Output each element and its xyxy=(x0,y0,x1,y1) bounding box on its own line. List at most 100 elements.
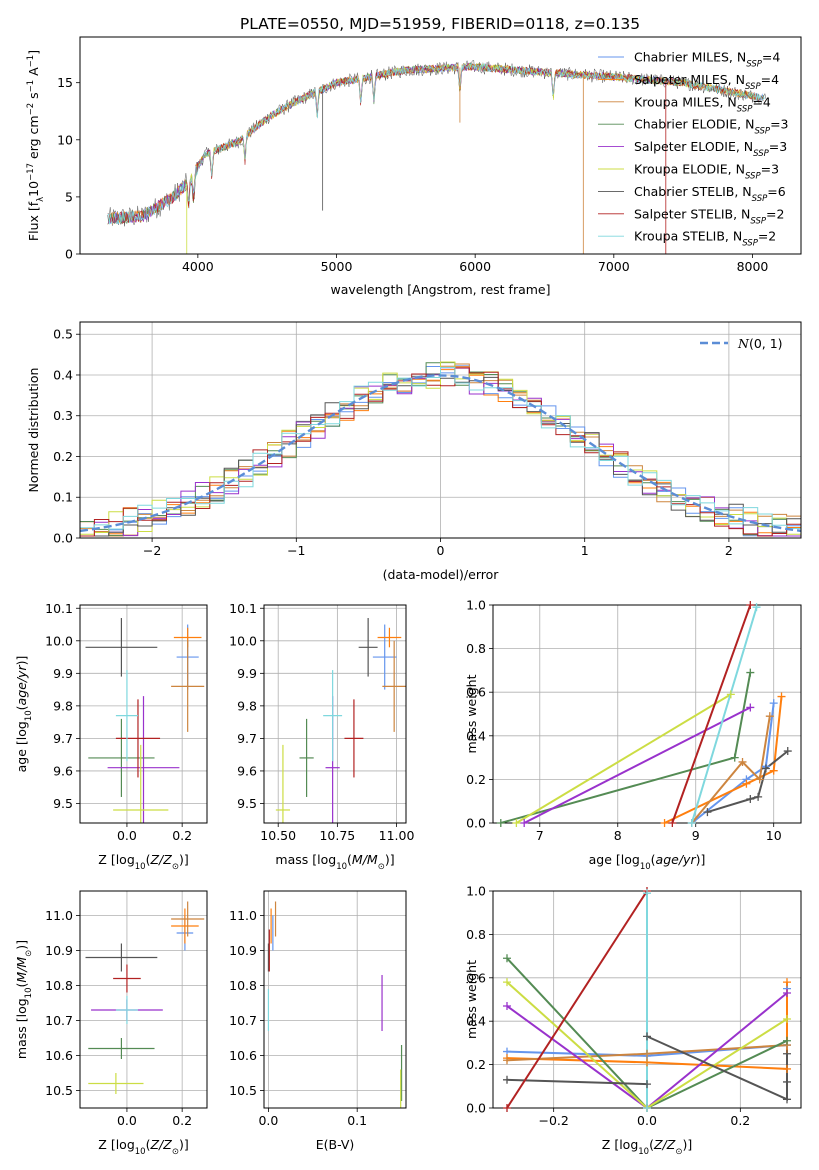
axes-frame xyxy=(263,604,407,824)
y-tick-label: 9.7 xyxy=(53,731,73,746)
weight-marker xyxy=(746,668,755,677)
weight-marker xyxy=(660,819,669,827)
panel-massweight_vs_Z: −0.2 0.0 0.2 0.0 0.2 0.4 0.6 0.8 1.0 Z [log10(Z/Z… xyxy=(464,884,802,1157)
plot-area-spectrum xyxy=(107,59,767,254)
y-tick-label: 10.9 xyxy=(45,943,73,958)
y-tick-label: 0.4 xyxy=(466,1014,486,1029)
residual-histogram xyxy=(80,365,801,537)
weight-marker xyxy=(687,819,696,827)
weight-marker xyxy=(668,819,677,827)
y-tick-label: 0.8 xyxy=(466,641,486,656)
plot-area-age_vs_Z xyxy=(85,618,205,823)
axes-frame xyxy=(263,890,407,1109)
weight-marker xyxy=(783,1064,791,1073)
x-tick-label: 0 xyxy=(437,543,445,558)
x-tick-label: 0.2 xyxy=(730,1113,750,1128)
x-tick-label: 4000 xyxy=(182,259,214,274)
y-tick-label: 1.0 xyxy=(466,884,486,899)
weight-marker xyxy=(503,954,511,963)
x-tick-label: 0.0 xyxy=(117,1113,137,1128)
x-tick-label: −0.2 xyxy=(538,1113,568,1128)
legend-entry: Kroupa STELIB, NSSP=2 xyxy=(634,229,776,249)
panel-residuals: −2 −1 0 1 2 0.0 0.1 0.2 0.3 0.4 0.5 N(0, 1) (data-mo… xyxy=(26,321,802,582)
weight-marker xyxy=(783,1036,791,1045)
legend-entry: Salpeter ELODIE, NSSP=3 xyxy=(634,139,787,159)
legend-entry: Salpeter MILES, NSSP=4 xyxy=(634,72,779,92)
y-tick-label: 0 xyxy=(65,247,73,262)
y-tick-label: 0.2 xyxy=(53,449,73,464)
weight-marker xyxy=(783,978,791,987)
x-axis-label: mass [log10(M/M⊙)] xyxy=(275,852,394,872)
weight-marker xyxy=(512,819,521,827)
y-tick-label: 11.0 xyxy=(45,908,73,923)
x-tick-label: 0.2 xyxy=(172,828,192,843)
x-tick-label: 0.2 xyxy=(172,1113,192,1128)
legend-entry: N(0, 1) xyxy=(737,336,783,351)
weight-marker xyxy=(643,1080,651,1089)
y-tick-label: 10.0 xyxy=(229,633,257,648)
axes-frame xyxy=(79,604,208,824)
y-tick-label: 10.8 xyxy=(229,978,257,993)
x-tick-label: 5000 xyxy=(321,259,353,274)
weight-marker xyxy=(520,819,529,827)
x-tick-label: 8 xyxy=(614,828,622,843)
y-tick-label: 10.7 xyxy=(229,1013,257,1028)
plot-area-age_vs_mass xyxy=(275,618,406,823)
y-tick-label: 0.0 xyxy=(53,531,73,546)
y-tick-label: 0.3 xyxy=(53,408,73,423)
x-axis-label: Z [log10(Z/Z⊙)] xyxy=(98,852,188,872)
y-tick-label: 10.1 xyxy=(229,601,257,616)
figure-title: PLATE=0550, MJD=51959, FIBERID=0118, z=0… xyxy=(240,15,640,33)
weight-marker xyxy=(755,775,764,784)
x-tick-label: 8000 xyxy=(737,259,769,274)
weight-series-line xyxy=(671,605,752,823)
legend-entry: Chabrier MILES, NSSP=4 xyxy=(634,50,780,70)
x-tick-label: 0.0 xyxy=(637,1113,657,1128)
residual-histogram xyxy=(80,367,801,530)
y-tick-label: 10.5 xyxy=(45,1083,73,1098)
weight-series-line xyxy=(515,693,732,823)
x-tick-label: −1 xyxy=(287,543,305,558)
x-axis-label: (data-model)/error xyxy=(383,567,500,582)
y-tick-label: 0.6 xyxy=(466,685,486,700)
y-axis-label: Flux [fλ10−17 erg cm−2 s−1 A−1] xyxy=(26,50,46,241)
plot-area-massweight_vs_Z xyxy=(506,891,788,1108)
weight-marker xyxy=(643,889,651,898)
x-tick-label: 1 xyxy=(581,543,589,558)
weight-marker xyxy=(496,819,505,827)
weight-marker xyxy=(503,978,511,987)
y-tick-label: 9.9 xyxy=(237,666,257,681)
weight-marker xyxy=(503,1056,511,1065)
y-axis-label: mass weight xyxy=(464,960,479,1039)
panel-mass_vs_ebv: 0.0 0.1 10.5 10.6 10.7 10.8 10.9 11.0 E(B-V) xyxy=(229,890,407,1152)
legend-entry: Chabrier STELIB, NSSP=6 xyxy=(634,184,786,204)
axes-frame xyxy=(79,890,208,1109)
y-tick-label: 9.5 xyxy=(237,796,257,811)
weight-marker xyxy=(746,601,755,609)
y-axis-label: mass [log10(M/M⊙)] xyxy=(14,940,34,1059)
y-tick-label: 0.4 xyxy=(53,367,73,382)
weight-series-line xyxy=(523,706,751,823)
panel-age_vs_Z: 0.0 0.2 9.5 9.6 9.7 9.8 9.9 10.0 10.1 Z [log10(Z/… xyxy=(14,601,208,872)
y-tick-label: 0.1 xyxy=(53,490,73,505)
y-tick-label: 9.7 xyxy=(237,731,257,746)
weight-marker xyxy=(643,1104,651,1112)
panel-spectrum: 4000 5000 6000 7000 8000 0 5 10 15 Chabrier MILES… xyxy=(26,36,802,297)
axes-frame xyxy=(492,604,802,824)
y-tick-label: 0.0 xyxy=(466,1101,486,1116)
x-axis-label: wavelength [Angstrom, rest frame] xyxy=(330,282,550,297)
weight-marker xyxy=(738,757,747,766)
x-tick-label: 7000 xyxy=(598,259,630,274)
x-axis-label: age [log10(age/yr)] xyxy=(589,852,706,872)
y-tick-label: 10.0 xyxy=(45,633,73,648)
weight-marker xyxy=(765,712,774,721)
weight-series-line xyxy=(707,750,789,814)
legend-entry: Salpeter STELIB, NSSP=2 xyxy=(634,206,784,226)
weight-marker xyxy=(783,1049,791,1058)
legend-entry: Kroupa ELODIE, NSSP=3 xyxy=(634,162,779,182)
weight-marker xyxy=(783,1015,791,1024)
x-tick-label: 7 xyxy=(536,828,544,843)
panel-age_vs_mass: 10.50 10.75 11.00 9.5 9.6 9.7 9.8 9.9 10.0 10.1 ma… xyxy=(229,601,414,872)
y-tick-label: 9.5 xyxy=(53,796,73,811)
